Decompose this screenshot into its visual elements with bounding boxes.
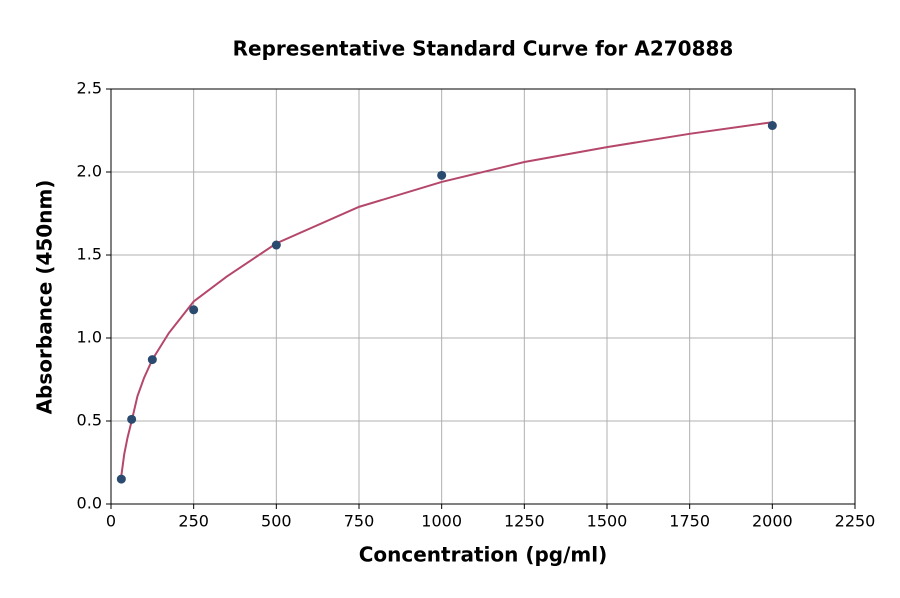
data-point (271, 240, 281, 250)
plot-frame (110, 88, 856, 505)
x-tick-label: 500 (261, 512, 292, 531)
data-point (437, 170, 447, 180)
y-axis-title: Absorbance (450nm) (33, 180, 57, 415)
data-point (767, 121, 777, 131)
fit-curve (120, 121, 773, 476)
y-tick-label: 2.0 (77, 162, 102, 181)
x-tick-label: 2250 (835, 512, 876, 531)
x-tick-label: 750 (344, 512, 375, 531)
x-tick-label: 0 (106, 512, 116, 531)
y-tick-label: 0.5 (77, 411, 102, 430)
x-tick-label: 2000 (752, 512, 793, 531)
y-tick-label: 1.5 (77, 245, 102, 264)
data-point (147, 355, 157, 365)
data-point (116, 474, 126, 484)
x-tick-label: 1000 (421, 512, 462, 531)
y-tick-label: 2.5 (77, 79, 102, 98)
data-point (127, 414, 137, 424)
data-point (189, 305, 199, 315)
x-tick-label: 1500 (587, 512, 628, 531)
y-tick-label: 0.0 (77, 494, 102, 513)
y-tick-label: 1.0 (77, 328, 102, 347)
x-tick-label: 1750 (669, 512, 710, 531)
x-axis-title: Concentration (pg/ml) (359, 543, 608, 567)
chart-title: Representative Standard Curve for A27088… (233, 37, 734, 61)
x-tick-label: 1250 (504, 512, 545, 531)
x-tick-label: 250 (178, 512, 209, 531)
